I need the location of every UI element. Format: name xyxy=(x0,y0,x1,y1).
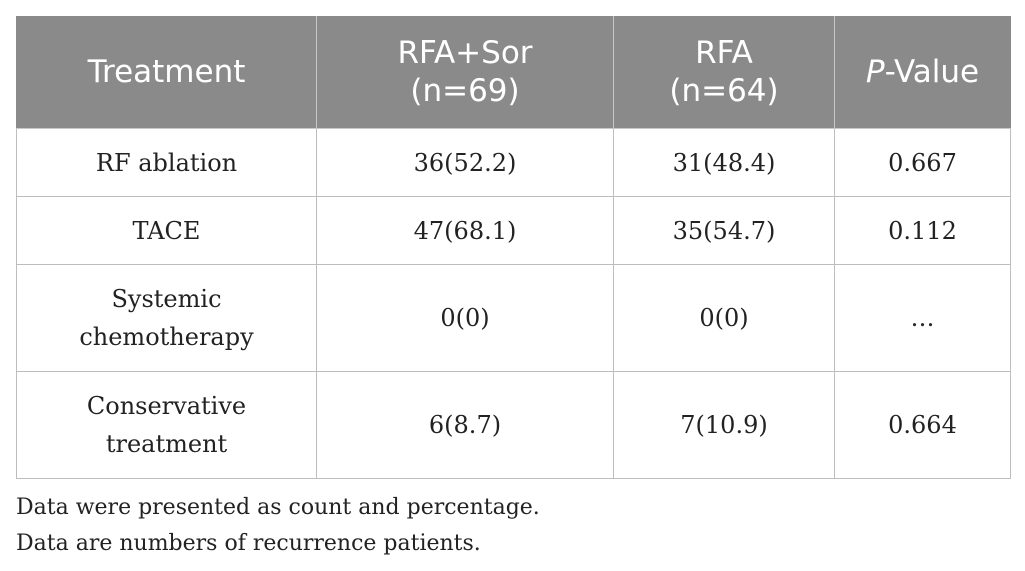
table-row: Conservative treatment 6(8.7) 7(10.9) 0.… xyxy=(16,371,1011,479)
table-header: Treatment RFA+Sor (n=69) RFA (n=64) P-Va… xyxy=(16,16,1011,129)
header-rfa-sor-line1: RFA+Sor xyxy=(397,35,533,71)
header-rfa-line1: RFA xyxy=(695,35,753,71)
header-p-value: P-Value xyxy=(834,16,1011,129)
cell-treatment: Systemic chemotherapy xyxy=(16,264,317,372)
header-rfa-sor: RFA+Sor (n=69) xyxy=(316,16,614,129)
cell-treatment: Conservative treatment xyxy=(16,371,317,479)
cell-treatment-line2: treatment xyxy=(105,430,228,458)
header-p-value-rest: -Value xyxy=(884,54,980,90)
header-rfa: RFA (n=64) xyxy=(613,16,835,129)
footnote: Data are numbers of recurrence patients. xyxy=(16,531,481,556)
table-row: Systemic chemotherapy 0(0) 0(0) … xyxy=(16,264,1011,372)
header-row: Treatment RFA+Sor (n=69) RFA (n=64) P-Va… xyxy=(16,16,1011,129)
table-body: RF ablation 36(52.2) 31(48.4) 0.667 TACE… xyxy=(16,128,1011,479)
cell-p-value: 0.664 xyxy=(834,371,1011,479)
cell-p-value: 0.667 xyxy=(834,128,1011,197)
recurrence-treatment-table: Treatment RFA+Sor (n=69) RFA (n=64) P-Va… xyxy=(16,16,1011,479)
header-p-value-italic: P xyxy=(865,54,885,90)
cell-treatment-line1: TACE xyxy=(132,216,201,245)
table-row: TACE 47(68.1) 35(54.7) 0.112 xyxy=(16,196,1011,265)
cell-treatment-line1: Systemic xyxy=(111,285,222,313)
cell-rfa: 0(0) xyxy=(613,264,835,372)
header-rfa-line2: (n=64) xyxy=(669,73,779,109)
cell-treatment-line1: RF ablation xyxy=(95,148,238,177)
footnote: Data were presented as count and percent… xyxy=(16,495,540,520)
header-treatment-label: Treatment xyxy=(87,54,246,90)
cell-rfa-sor: 47(68.1) xyxy=(316,196,614,265)
cell-rfa-sor: 0(0) xyxy=(316,264,614,372)
cell-treatment: RF ablation xyxy=(16,128,317,197)
cell-treatment-line1: Conservative xyxy=(86,392,247,420)
cell-rfa-sor: 36(52.2) xyxy=(316,128,614,197)
table-footnotes: Data were presented as count and percent… xyxy=(16,490,540,562)
cell-treatment: TACE xyxy=(16,196,317,265)
header-treatment: Treatment xyxy=(16,16,317,129)
cell-rfa-sor: 6(8.7) xyxy=(316,371,614,479)
cell-p-value: 0.112 xyxy=(834,196,1011,265)
cell-rfa: 31(48.4) xyxy=(613,128,835,197)
results-table-container: Treatment RFA+Sor (n=69) RFA (n=64) P-Va… xyxy=(16,16,1011,479)
cell-p-value: … xyxy=(834,264,1011,372)
cell-treatment-line2: chemotherapy xyxy=(79,323,254,351)
table-row: RF ablation 36(52.2) 31(48.4) 0.667 xyxy=(16,128,1011,197)
header-rfa-sor-line2: (n=69) xyxy=(410,73,520,109)
cell-rfa: 7(10.9) xyxy=(613,371,835,479)
cell-rfa: 35(54.7) xyxy=(613,196,835,265)
